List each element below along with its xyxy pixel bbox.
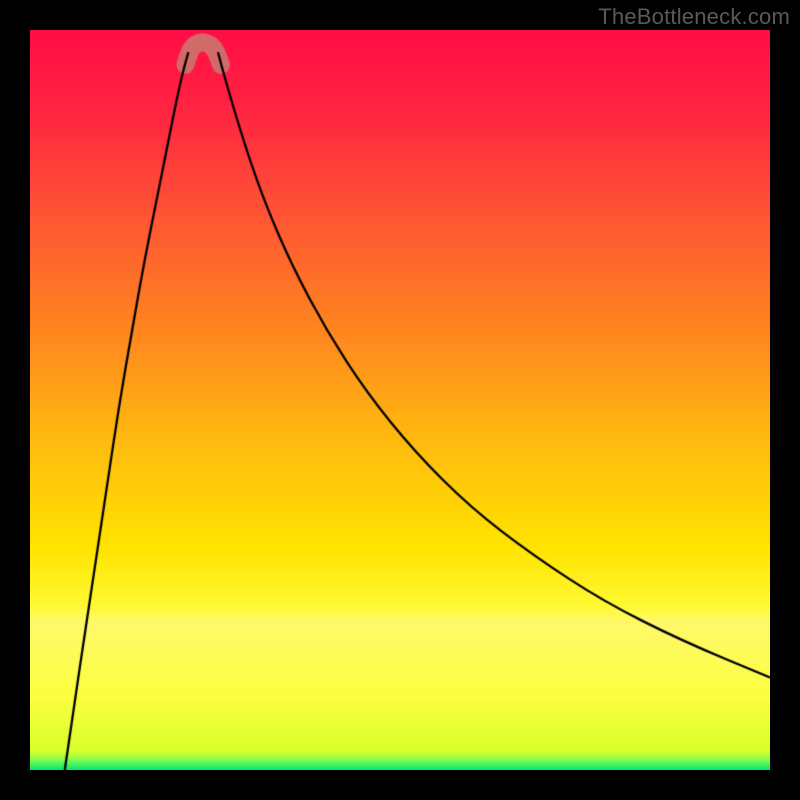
plot-area [30, 30, 770, 770]
chart-stage: TheBottleneck.com [0, 0, 800, 800]
watermark-text: TheBottleneck.com [598, 4, 790, 30]
bottleneck-chart-canvas [30, 30, 770, 770]
